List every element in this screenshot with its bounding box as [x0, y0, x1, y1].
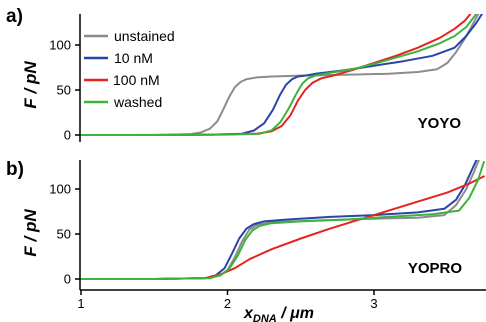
y-tick-label: 100 — [49, 182, 71, 197]
legend-label: 100 nM — [113, 72, 160, 88]
x-axis-label-main: x — [243, 305, 254, 322]
series-line-washed — [80, 14, 478, 136]
series-line-washed — [80, 161, 485, 280]
x-tick-labels: 1 2 3 — [77, 290, 378, 311]
panel-b-y-ticks: 0 50 100 — [49, 182, 80, 287]
x-tick-label: 1 — [77, 296, 84, 311]
legend-label: unstained — [114, 28, 175, 44]
series-line-unstained — [80, 14, 480, 136]
panel-a-letter: a) — [6, 6, 23, 27]
x-tick-label: 2 — [224, 296, 231, 311]
legend-label: washed — [113, 94, 162, 110]
panel-a-y-label: F / pN — [21, 61, 40, 109]
panel-b-corner-label: YOPRO — [408, 260, 463, 277]
x-axis-label-subscript: DNA — [253, 313, 277, 322]
x-axis-label-unit: / μm — [277, 305, 314, 322]
y-tick-label: 0 — [64, 272, 71, 287]
y-tick-label: 0 — [64, 128, 71, 143]
panel-b-y-label: F / pN — [21, 209, 40, 257]
panel-a-legend: unstained 10 nM 100 nM washed — [84, 28, 175, 110]
panel-b: b) F / pN 0 50 100 YOPRO — [6, 159, 486, 291]
series-line-100-nm — [80, 175, 485, 280]
panel-a-series — [80, 14, 484, 136]
y-tick-label: 50 — [57, 227, 71, 242]
y-tick-label: 50 — [57, 83, 71, 98]
panel-a-corner-label: YOYO — [418, 115, 462, 132]
y-tick-label: 100 — [49, 38, 71, 53]
legend-label: 10 nM — [114, 50, 153, 66]
x-axis-label: xDNA / μm — [243, 305, 314, 322]
panel-b-letter: b) — [6, 159, 24, 180]
x-tick-label: 3 — [370, 296, 377, 311]
panel-b-series — [80, 160, 485, 280]
panel-a-y-ticks: 0 50 100 — [49, 38, 80, 143]
series-line-10-nm — [80, 14, 484, 136]
panel-a: a) F / pN 0 50 100 YOYO unstained 10 nM 100 … — [6, 6, 484, 143]
